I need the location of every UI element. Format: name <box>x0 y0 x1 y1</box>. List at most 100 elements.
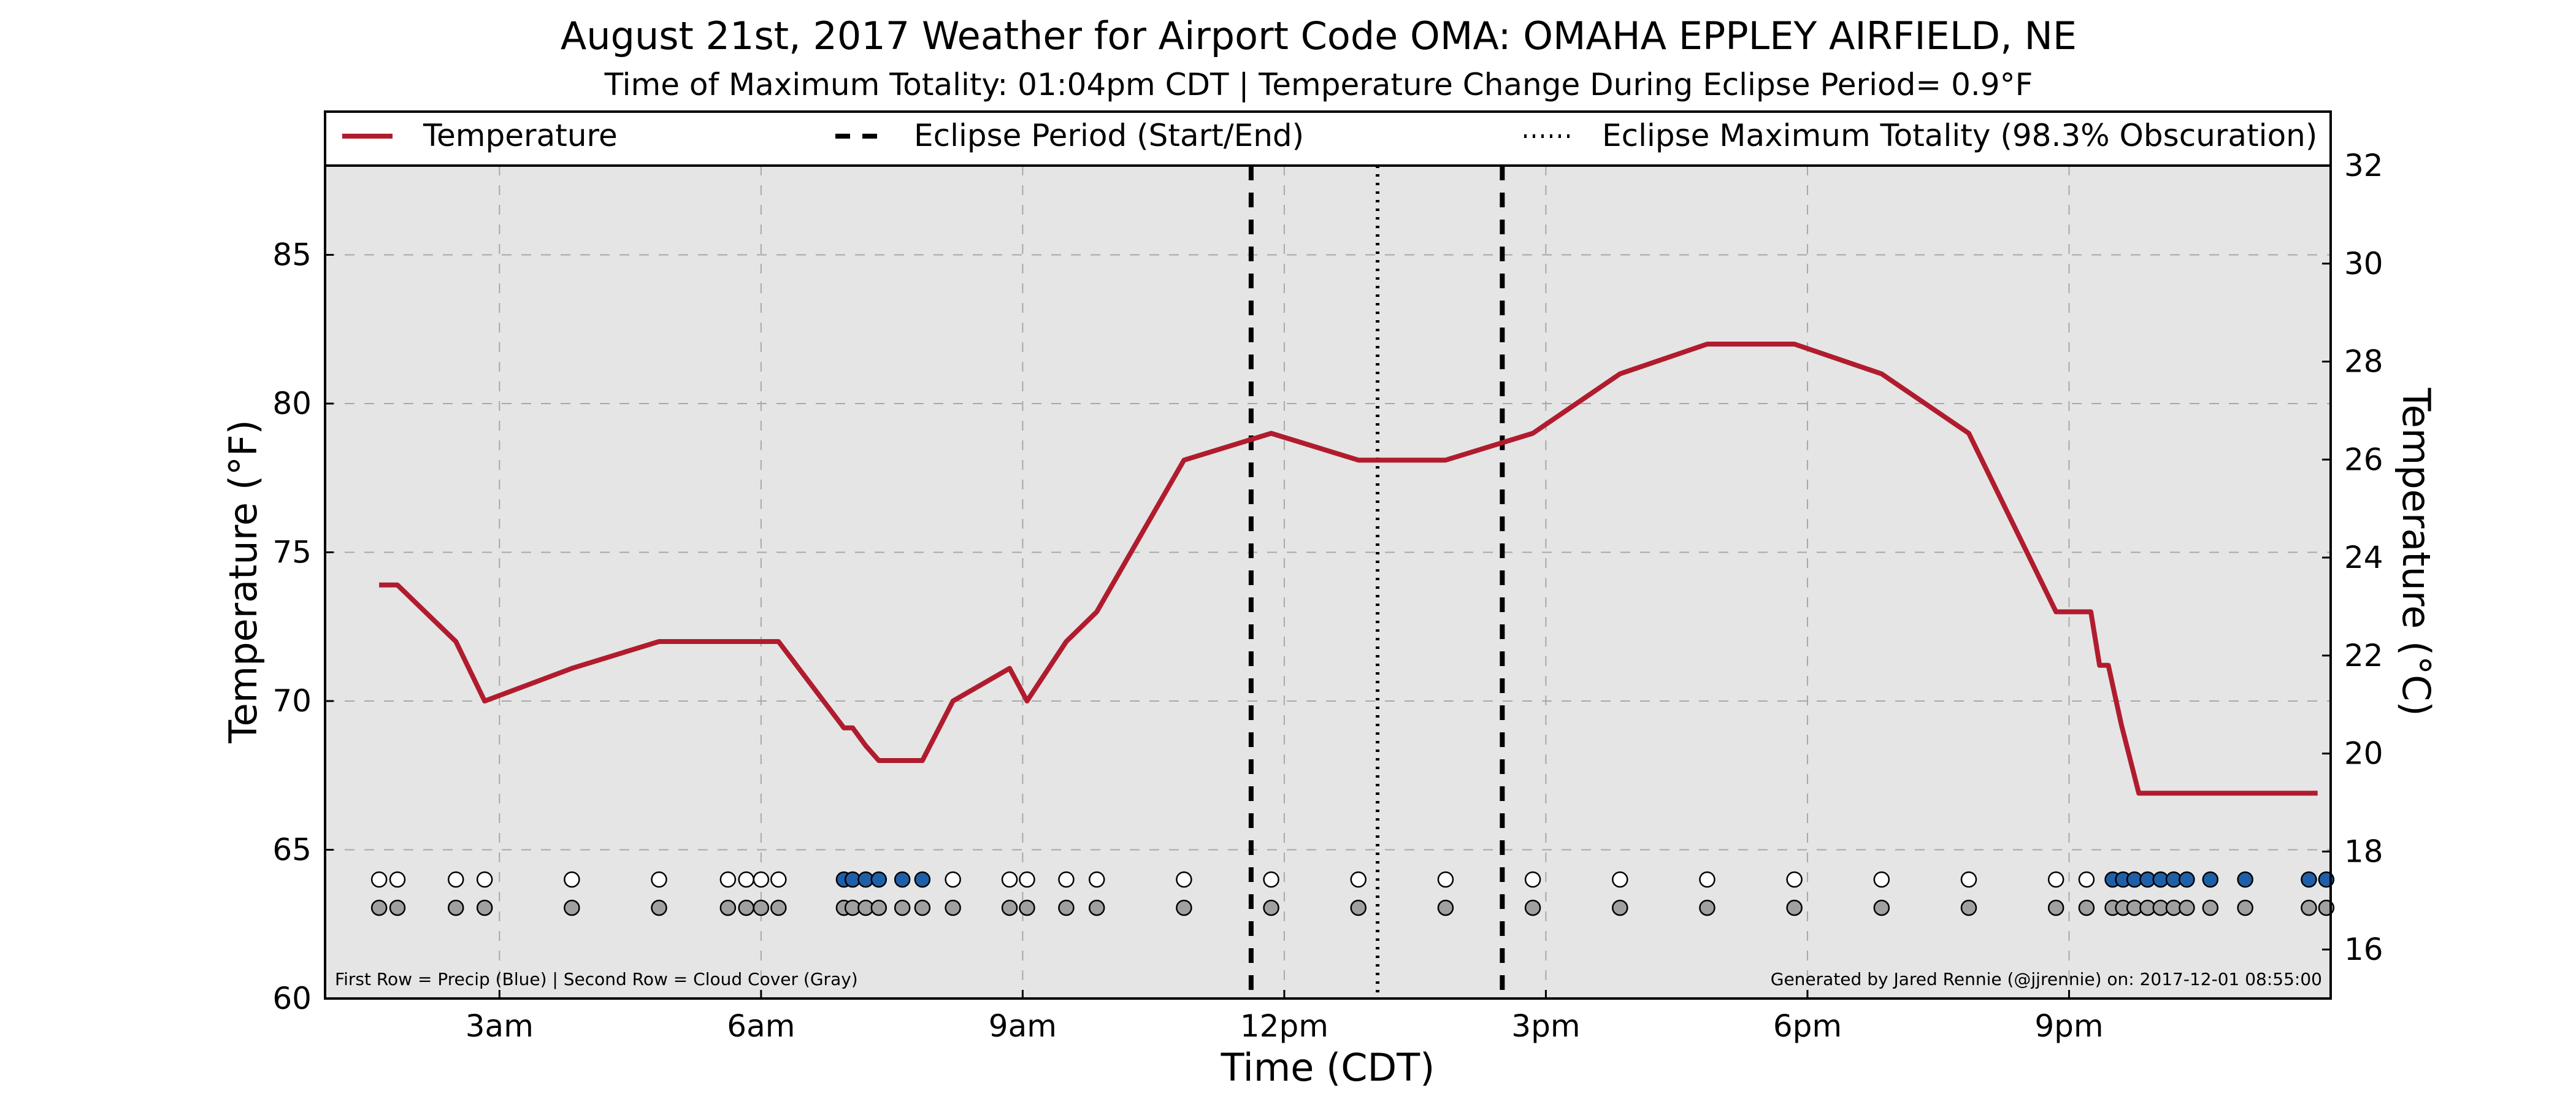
precip-dot-empty <box>1786 871 1803 888</box>
cloud-cover-dot <box>753 899 770 916</box>
x-axis-ticks: 3am 6am 9am 12pm 3pm 6pm 9pm <box>466 990 2104 1044</box>
right-y-axis-ticks: 16 18 20 22 24 26 28 30 32 <box>2322 148 2383 967</box>
x-tick-label: 3am <box>466 1008 534 1044</box>
annotation-generated-by: Generated by Jared Rennie (@jjrennie) on… <box>1771 969 2322 989</box>
right-y-tick-label: 30 <box>2344 246 2383 282</box>
cloud-cover-dot <box>1088 899 1105 916</box>
precip-dot-empty <box>370 871 388 888</box>
precip-dot-filled <box>914 871 931 888</box>
precip-dot-filled <box>894 871 911 888</box>
eclipse-lines <box>1248 166 1505 999</box>
right-y-tick-label: 26 <box>2344 442 2383 477</box>
cloud-cover-dot <box>2078 899 2095 916</box>
grid-lines <box>325 166 2331 999</box>
cloud-cover-dot <box>1019 899 1035 916</box>
precip-dot-empty <box>651 871 667 888</box>
y-tick-label: 70 <box>272 683 312 719</box>
legend-frame <box>324 110 2332 167</box>
precip-dot-filled <box>870 871 887 888</box>
cloud-cover-dot <box>1786 899 1803 916</box>
cloud-cover-dot <box>2301 899 2317 916</box>
cloud-cover-dot <box>945 899 961 916</box>
cloud-cover-dot <box>719 899 737 916</box>
precip-dot-filled <box>2202 871 2219 888</box>
y-tick-label: 60 <box>272 981 312 1016</box>
y-tick-label: 75 <box>272 535 312 570</box>
precip-dot-empty <box>564 871 580 888</box>
left-y-axis-ticks: 60 65 70 75 80 85 <box>272 237 334 1016</box>
cloud-cover-dot <box>1058 899 1075 916</box>
right-y-tick-label: 32 <box>2344 148 2383 183</box>
precip-dot-empty <box>448 871 464 888</box>
right-y-tick-label: 16 <box>2344 932 2383 967</box>
y-tick-label: 80 <box>272 386 312 421</box>
cloud-cover-dot <box>1612 899 1628 916</box>
temperature-series <box>379 342 2318 796</box>
precip-dot-empty <box>1001 871 1018 888</box>
cloud-cover-dot <box>1524 899 1541 916</box>
x-tick-label: 9am <box>989 1008 1057 1044</box>
plot-area <box>324 164 2335 1000</box>
precip-cloud-dots <box>370 871 2335 916</box>
cloud-cover-dot <box>448 899 464 916</box>
precip-dot-filled <box>2301 871 2317 888</box>
cloud-cover-dot <box>2202 899 2219 916</box>
cloud-cover-dot <box>1001 899 1018 916</box>
cloud-cover-dot <box>1350 899 1367 916</box>
precip-dot-empty <box>753 871 770 888</box>
precip-dot-empty <box>1263 871 1279 888</box>
precip-dot-empty <box>1088 871 1105 888</box>
precip-dot-empty <box>719 871 737 888</box>
precip-dot-empty <box>738 871 754 888</box>
cloud-cover-dot <box>476 899 493 916</box>
precip-dot-empty <box>1176 871 1192 888</box>
precip-dot-empty <box>2047 871 2064 888</box>
y-axis-label-right: Temperature (°C) <box>2394 387 2439 716</box>
cloud-cover-dot <box>1873 899 1890 916</box>
cloud-cover-dot <box>1176 899 1192 916</box>
cloud-cover-dot <box>1263 899 1279 916</box>
cloud-cover-dot <box>2237 899 2253 916</box>
annotation-legend-note: First Row = Precip (Blue) | Second Row =… <box>335 969 858 989</box>
cloud-cover-dot <box>738 899 754 916</box>
x-tick-label: 12pm <box>1240 1008 1328 1044</box>
x-tick-label: 3pm <box>1511 1008 1580 1044</box>
plot-background <box>325 166 2331 999</box>
cloud-cover-dot <box>914 899 931 916</box>
temperature-line <box>379 342 2318 796</box>
y-tick-label: 65 <box>272 832 312 868</box>
precip-dot-empty <box>1873 871 1890 888</box>
x-tick-label: 6am <box>727 1008 795 1044</box>
precip-dot-empty <box>1019 871 1035 888</box>
cloud-cover-dot <box>870 899 887 916</box>
right-y-tick-label: 22 <box>2344 638 2383 673</box>
legend-eclipse-period-label: Eclipse Period (Start/End) <box>914 118 1304 153</box>
legend-box: Temperature Eclipse Period (Start/End) E… <box>324 110 2332 167</box>
precip-dot-filled <box>2179 871 2195 888</box>
precip-dot-filled <box>2237 871 2253 888</box>
precip-dot-empty <box>476 871 493 888</box>
precip-dot-empty <box>389 871 406 888</box>
precip-dot-empty <box>770 871 787 888</box>
precip-dot-empty <box>945 871 961 888</box>
cloud-cover-dot <box>389 899 406 916</box>
cloud-cover-dot <box>370 899 388 916</box>
cloud-cover-dot <box>2047 899 2064 916</box>
legend-temperature-label: Temperature <box>423 118 618 153</box>
cloud-cover-dot <box>564 899 580 916</box>
x-tick-label: 6pm <box>1773 1008 1842 1044</box>
precip-dot-empty <box>1350 871 1367 888</box>
precip-dot-empty <box>1437 871 1454 888</box>
right-y-tick-label: 28 <box>2344 344 2383 380</box>
cloud-cover-dot <box>651 899 667 916</box>
cloud-cover-dot <box>1699 899 1715 916</box>
cloud-cover-dot <box>770 899 787 916</box>
x-tick-label: 9pm <box>2034 1008 2103 1044</box>
right-y-tick-label: 20 <box>2344 736 2383 772</box>
y-tick-label: 85 <box>272 237 312 273</box>
y-axis-label-left: Temperature (°F) <box>221 420 266 743</box>
cloud-cover-dot <box>1960 899 1977 916</box>
precip-dot-empty <box>1524 871 1541 888</box>
precip-dot-empty <box>1612 871 1628 888</box>
chart-subtitle: Time of Maximum Totality: 01:04pm CDT | … <box>604 67 2033 102</box>
